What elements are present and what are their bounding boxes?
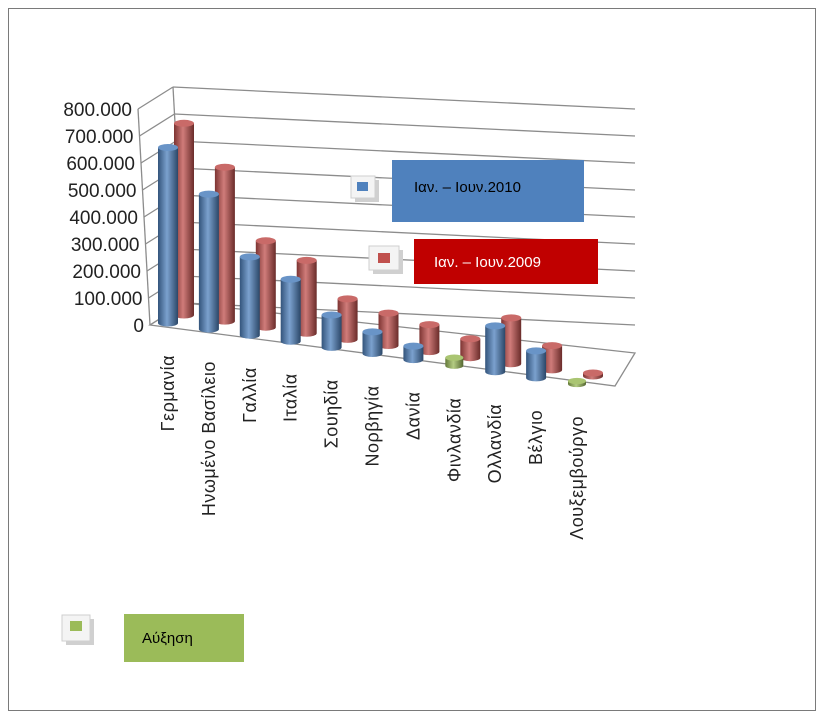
bar-0-9 <box>526 347 547 382</box>
legend-label-2009: Ιαν. – Ιουν.2009 <box>434 254 541 271</box>
bar-1-9 <box>542 342 563 374</box>
category-label: Ιταλία <box>281 373 301 422</box>
bar-2-7 <box>445 354 464 369</box>
bar-0-8 <box>485 322 506 376</box>
chart-bars <box>158 119 603 388</box>
y-axis-ticks: 0 100.000 200.000 300.000 400.000 500.000 600.… <box>63 100 144 337</box>
y-tick-label: 800.000 <box>63 100 132 121</box>
bar-1-2 <box>255 237 276 331</box>
y-tick-label: 300.000 <box>71 235 140 256</box>
legend-marker-2010 <box>350 175 379 202</box>
bar-0-5 <box>362 328 383 358</box>
category-label: Φινλανδία <box>444 398 464 482</box>
bar-1-0 <box>174 119 194 319</box>
bar-1-5 <box>378 309 399 349</box>
category-label: Νορβηγία <box>363 386 383 467</box>
bar-0-3 <box>280 275 301 345</box>
category-labels: Γερμανία Ηνωμένο Βασίλειο Γαλλία Ιταλία Σουη… <box>158 355 587 540</box>
bar-0-1 <box>198 190 219 333</box>
y-tick-label: 600.000 <box>66 154 135 175</box>
legend-box-2010 <box>392 160 584 222</box>
bar-0-0 <box>158 144 179 327</box>
bar-2-10 <box>568 377 586 388</box>
legend-label-increase: Αύξηση <box>142 630 193 647</box>
legend-label-2010: Ιαν. – Ιουν.2010 <box>414 179 521 196</box>
bar-1-8 <box>501 314 522 368</box>
category-label: Ηνωμένο Βασίλειο <box>199 361 219 516</box>
category-label: Γαλλία <box>240 367 260 423</box>
bar-0-4 <box>321 311 342 351</box>
bar-0-6 <box>403 342 424 364</box>
legend-box-increase <box>124 614 244 662</box>
category-label: Λουξεμβούργο <box>567 416 587 540</box>
bar-1-4 <box>337 295 358 343</box>
category-label: Ολλανδία <box>485 404 505 484</box>
y-tick-label: 0 <box>133 316 144 337</box>
legend-item-2009: Ιαν. – Ιουν.2009 <box>368 239 598 284</box>
bar-1-3 <box>296 256 317 337</box>
legend-item-increase: Αύξηση <box>61 614 244 662</box>
bar-1-7 <box>460 335 481 362</box>
y-tick-label: 500.000 <box>68 181 137 202</box>
legend-marker-increase <box>61 614 94 645</box>
y-tick-label: 200.000 <box>72 262 141 283</box>
y-tick-label: 100.000 <box>74 289 143 310</box>
bar-1-10 <box>583 369 603 380</box>
category-label: Γερμανία <box>158 355 178 431</box>
y-tick-label: 700.000 <box>65 127 134 148</box>
legend-box-2009 <box>414 239 598 284</box>
category-label: Σουηδία <box>322 379 342 448</box>
bar-0-2 <box>239 253 260 339</box>
legend-marker-2009 <box>368 245 403 274</box>
bar-1-1 <box>214 163 235 325</box>
bar-1-6 <box>419 321 440 356</box>
y-tick-label: 400.000 <box>69 208 138 229</box>
category-label: Βέλγιο <box>526 410 546 465</box>
legend-item-2010: Ιαν. – Ιουν.2010 <box>350 160 584 222</box>
category-label: Δανία <box>403 392 423 440</box>
